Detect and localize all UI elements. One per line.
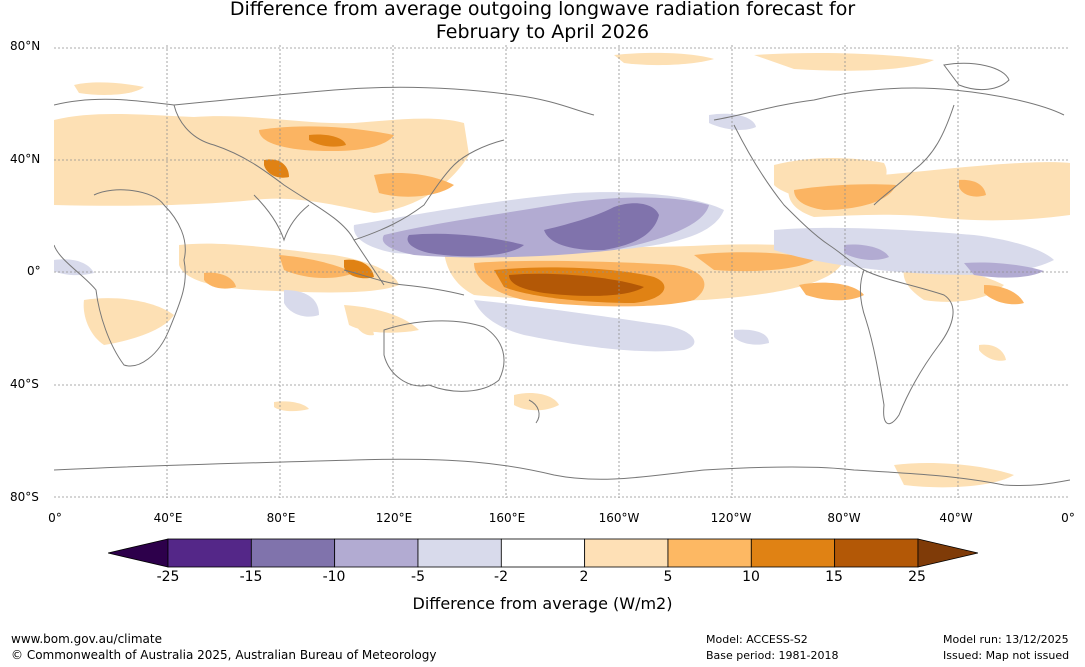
lat-label-40n: 40°N — [10, 152, 41, 166]
colorbar-tick: -5 — [411, 569, 425, 585]
lat-label-40s: 40°S — [10, 377, 39, 391]
lat-label-equator: 0° — [27, 264, 41, 278]
colorbar-extend-low — [108, 538, 169, 568]
colorbar-segment — [417, 538, 502, 568]
footer-issued: Issued: Map not issued — [943, 649, 1070, 662]
colorbar-tick: -15 — [239, 569, 263, 585]
colorbar-segment — [500, 538, 586, 568]
map-gridlines — [54, 45, 1070, 498]
colorbar-tick: -10 — [322, 569, 346, 585]
anomaly-negative-strong — [407, 203, 659, 257]
colorbar-tick: 10 — [742, 569, 760, 585]
lon-label-160w: 160°W — [598, 511, 640, 525]
lat-label-80s: 80°S — [10, 490, 39, 504]
colorbar-tick: -2 — [494, 569, 508, 585]
footer-left: www.bom.gov.au/climate © Commonwealth of… — [11, 631, 436, 663]
anomaly-positive-extreme — [509, 273, 644, 296]
title-line-2: February to April 2026 — [435, 21, 650, 43]
lon-label-0-left: 0° — [48, 511, 62, 525]
footer-model-info: Model: ACCESS-S2 Base period: 1981-2018 — [706, 632, 838, 664]
map-title: Difference from average outgoing longwav… — [0, 0, 1085, 44]
footer-copyright: © Commonwealth of Australia 2025, Austra… — [11, 648, 437, 662]
colorbar-segment — [334, 538, 419, 568]
lon-label-40e: 40°E — [153, 511, 183, 525]
colorbar-tick: 2 — [579, 569, 589, 585]
lon-label-80e: 80°E — [266, 511, 296, 525]
lon-label-120e: 120°E — [375, 511, 413, 525]
colorbar-tick: 15 — [825, 569, 843, 585]
coastlines — [54, 62, 1070, 487]
footer-model-run: Model run: 13/12/2025 — [943, 633, 1069, 646]
title-line-1: Difference from average outgoing longwav… — [229, 0, 856, 20]
colorbar — [108, 538, 978, 568]
colorbar-tick: -25 — [156, 569, 180, 585]
lon-label-0-right: 0° — [1061, 511, 1075, 525]
colorbar-tick: 25 — [908, 569, 926, 585]
colorbar-extend-high — [917, 538, 978, 568]
colorbar-segment — [250, 538, 336, 568]
lon-label-40w: 40°W — [939, 511, 973, 525]
colorbar-tick: 5 — [663, 569, 673, 585]
colorbar-segment — [584, 538, 669, 568]
colorbar-segment — [750, 538, 836, 568]
lon-label-120w: 120°W — [710, 511, 752, 525]
colorbar-segment — [167, 538, 252, 568]
footer-base-period: Base period: 1981-2018 — [706, 649, 839, 662]
colorbar-label: Difference from average (W/m2) — [412, 594, 673, 613]
lon-label-80w: 80°W — [827, 511, 861, 525]
olr-anomaly-map — [54, 45, 1070, 498]
footer-run-info: Model run: 13/12/2025 Issued: Map not is… — [943, 632, 1069, 664]
footer-url: www.bom.gov.au/climate — [11, 632, 162, 646]
colorbar-segment — [834, 538, 919, 568]
lat-label-80n: 80°N — [10, 39, 41, 53]
colorbar-segment — [667, 538, 752, 568]
footer-model: Model: ACCESS-S2 — [706, 633, 808, 646]
lon-label-160e: 160°E — [488, 511, 526, 525]
